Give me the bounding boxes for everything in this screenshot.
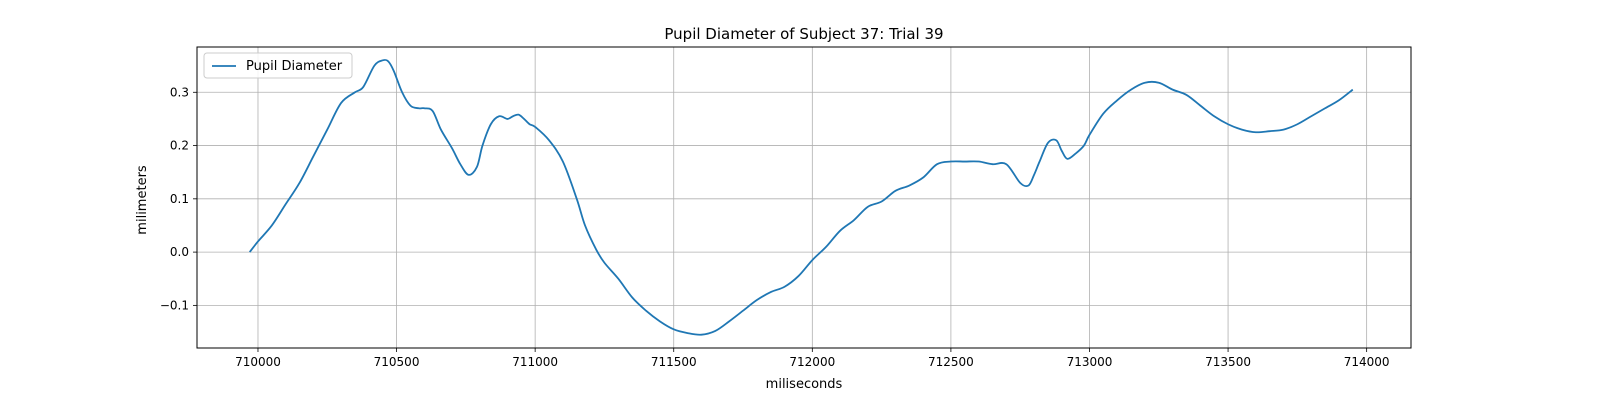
- x-tick-label: 713500: [1205, 355, 1251, 369]
- y-axis-label: milimeters: [135, 165, 150, 235]
- x-tick-label: 713000: [1067, 355, 1113, 369]
- y-tick-label: 0.2: [170, 139, 189, 153]
- plot-area-frame: [196, 46, 1412, 349]
- y-tick-label: 0.0: [170, 245, 189, 259]
- chart-title: Pupil Diameter of Subject 37: Trial 39: [664, 25, 943, 43]
- x-tick-label: 714000: [1344, 355, 1390, 369]
- y-tick-label: 0.3: [170, 85, 189, 99]
- y-tick-label: 0.1: [170, 192, 189, 206]
- series-layer: [248, 58, 1354, 336]
- x-tick-label: 710500: [374, 355, 420, 369]
- axis-ticks: 710000 710500 711000 711500 712000 712500 7130…: [160, 85, 1390, 369]
- y-tick-label: −0.1: [160, 298, 189, 312]
- grid: [197, 47, 1411, 348]
- series-line-pupil-diameter: [248, 58, 1354, 336]
- x-axis-label: miliseconds: [766, 377, 843, 392]
- x-tick-label: 712500: [928, 355, 974, 369]
- legend-box: [203, 52, 353, 79]
- x-tick-label: 711500: [651, 355, 697, 369]
- x-tick-label: 712000: [789, 355, 835, 369]
- legend: Pupil Diameter: [203, 52, 353, 79]
- x-tick-label: 710000: [235, 355, 281, 369]
- legend-label-pupil-diameter: Pupil Diameter: [246, 59, 343, 74]
- x-tick-label: 711000: [512, 355, 558, 369]
